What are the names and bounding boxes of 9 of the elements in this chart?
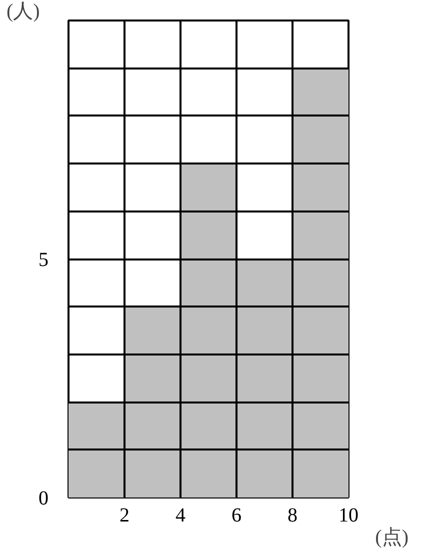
x-tick-label: 4 bbox=[176, 504, 186, 526]
y-axis-title: (人) bbox=[6, 0, 40, 22]
x-axis-title: (点) bbox=[375, 526, 409, 548]
x-tick-label: 2 bbox=[120, 504, 130, 526]
x-tick-label: 6 bbox=[232, 504, 242, 526]
y-tick-label: 5 bbox=[38, 249, 48, 271]
y-tick-label: 0 bbox=[38, 488, 48, 510]
x-tick-label: 8 bbox=[288, 504, 298, 526]
x-tick-label: 10 bbox=[338, 504, 358, 526]
